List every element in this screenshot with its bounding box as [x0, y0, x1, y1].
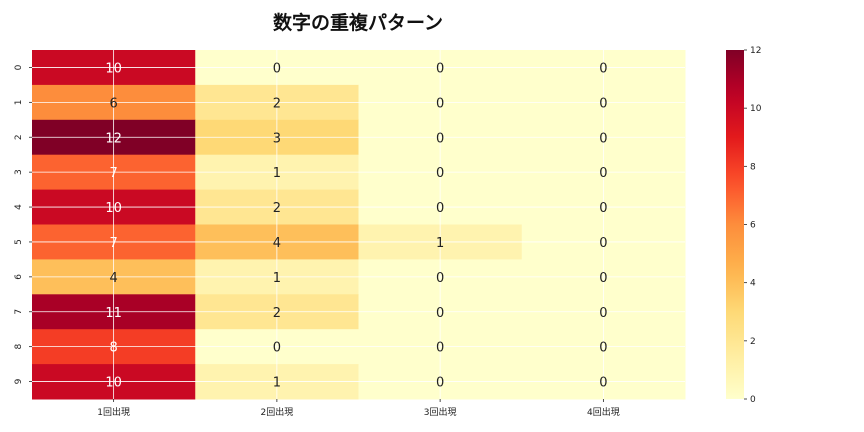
- cell-value-label: 10: [105, 376, 122, 391]
- cell-value-label: 8: [109, 341, 117, 356]
- cell-value-label: 0: [436, 96, 444, 111]
- y-tick-label: 6: [14, 274, 24, 280]
- cell-value-label: 0: [273, 61, 281, 76]
- colorbar-tick-label: 0: [750, 395, 756, 405]
- cell-value-label: 1: [273, 271, 281, 286]
- colorbar-tick-label: 2: [750, 337, 756, 347]
- colorbar-tick-label: 4: [750, 279, 756, 289]
- cell-value-label: 2: [273, 306, 281, 321]
- cell-value-label: 0: [599, 376, 607, 391]
- cell-value-label: 0: [599, 236, 607, 251]
- cell-value-label: 7: [109, 166, 117, 181]
- cell-value-label: 6: [109, 96, 117, 111]
- colorbar: 0 2 4 6 8 10 12: [726, 46, 762, 405]
- colorbar-tick-label: 8: [750, 162, 756, 172]
- cell-value-label: 0: [436, 376, 444, 391]
- cell-value-label: 1: [273, 166, 281, 181]
- cell-value-label: 0: [436, 166, 444, 181]
- y-tick-label: 7: [14, 309, 24, 315]
- cell-value-label: 0: [436, 131, 444, 146]
- colorbar-tick-label: 6: [750, 221, 756, 231]
- y-tick-label: 8: [14, 344, 24, 350]
- cell-value-label: 10: [105, 201, 122, 216]
- cell-value-label: 2: [273, 201, 281, 216]
- x-axis: 1回出現 2回出現 3回出現 4回出現: [97, 399, 620, 418]
- y-tick-label: 3: [14, 169, 24, 175]
- cell-value-label: 0: [436, 61, 444, 76]
- cell-value-label: 0: [436, 201, 444, 216]
- grid-lines: [32, 50, 685, 399]
- cell-value-label: 1: [273, 376, 281, 391]
- cell-value-label: 11: [105, 306, 122, 321]
- cell-value-label: 4: [109, 271, 117, 286]
- cell-value-label: 0: [599, 341, 607, 356]
- chart-title: 数字の重複パターン: [273, 11, 443, 34]
- colorbar-gradient: [726, 50, 744, 399]
- cell-value-label: 0: [599, 131, 607, 146]
- cell-labels: 10 0 0 06 2 0 012 3 0 07 1 0 010 2 0 07 4 1 04 1 0 011 2 0 08 0 0 0…: [105, 61, 607, 390]
- colorbar-tick-label: 12: [750, 46, 761, 56]
- cell-value-label: 1: [436, 236, 444, 251]
- cell-value-label: 0: [599, 306, 607, 321]
- cell-value-label: 3: [273, 131, 281, 146]
- colorbar-tick-label: 10: [750, 104, 762, 114]
- y-tick-label: 2: [14, 134, 24, 140]
- cell-value-label: 0: [436, 341, 444, 356]
- cell-value-label: 7: [109, 236, 117, 251]
- cell-value-label: 4: [273, 236, 281, 251]
- cell-value-label: 10: [105, 61, 122, 76]
- x-tick-label: 1回出現: [97, 406, 130, 418]
- y-tick-label: 0: [14, 64, 24, 70]
- cell-value-label: 0: [273, 341, 281, 356]
- y-axis: 0 1 2 3 4 5 6 7 8 9: [14, 64, 32, 384]
- cell-value-label: 0: [436, 306, 444, 321]
- cell-value-label: 0: [599, 96, 607, 111]
- x-tick-label: 3回出現: [424, 406, 457, 418]
- y-tick-label: 5: [14, 239, 24, 245]
- cell-value-label: 0: [599, 166, 607, 181]
- y-tick-label: 4: [14, 204, 24, 210]
- x-tick-label: 2回出現: [261, 406, 294, 418]
- x-tick-label: 4回出現: [587, 406, 620, 418]
- cell-value-label: 0: [436, 271, 444, 286]
- cell-value-label: 0: [599, 201, 607, 216]
- cell-value-label: 12: [105, 131, 122, 146]
- cell-value-label: 0: [599, 61, 607, 76]
- cell-value-label: 2: [273, 96, 281, 111]
- y-tick-label: 1: [14, 99, 24, 105]
- cell-value-label: 0: [599, 271, 607, 286]
- y-tick-label: 9: [14, 378, 24, 384]
